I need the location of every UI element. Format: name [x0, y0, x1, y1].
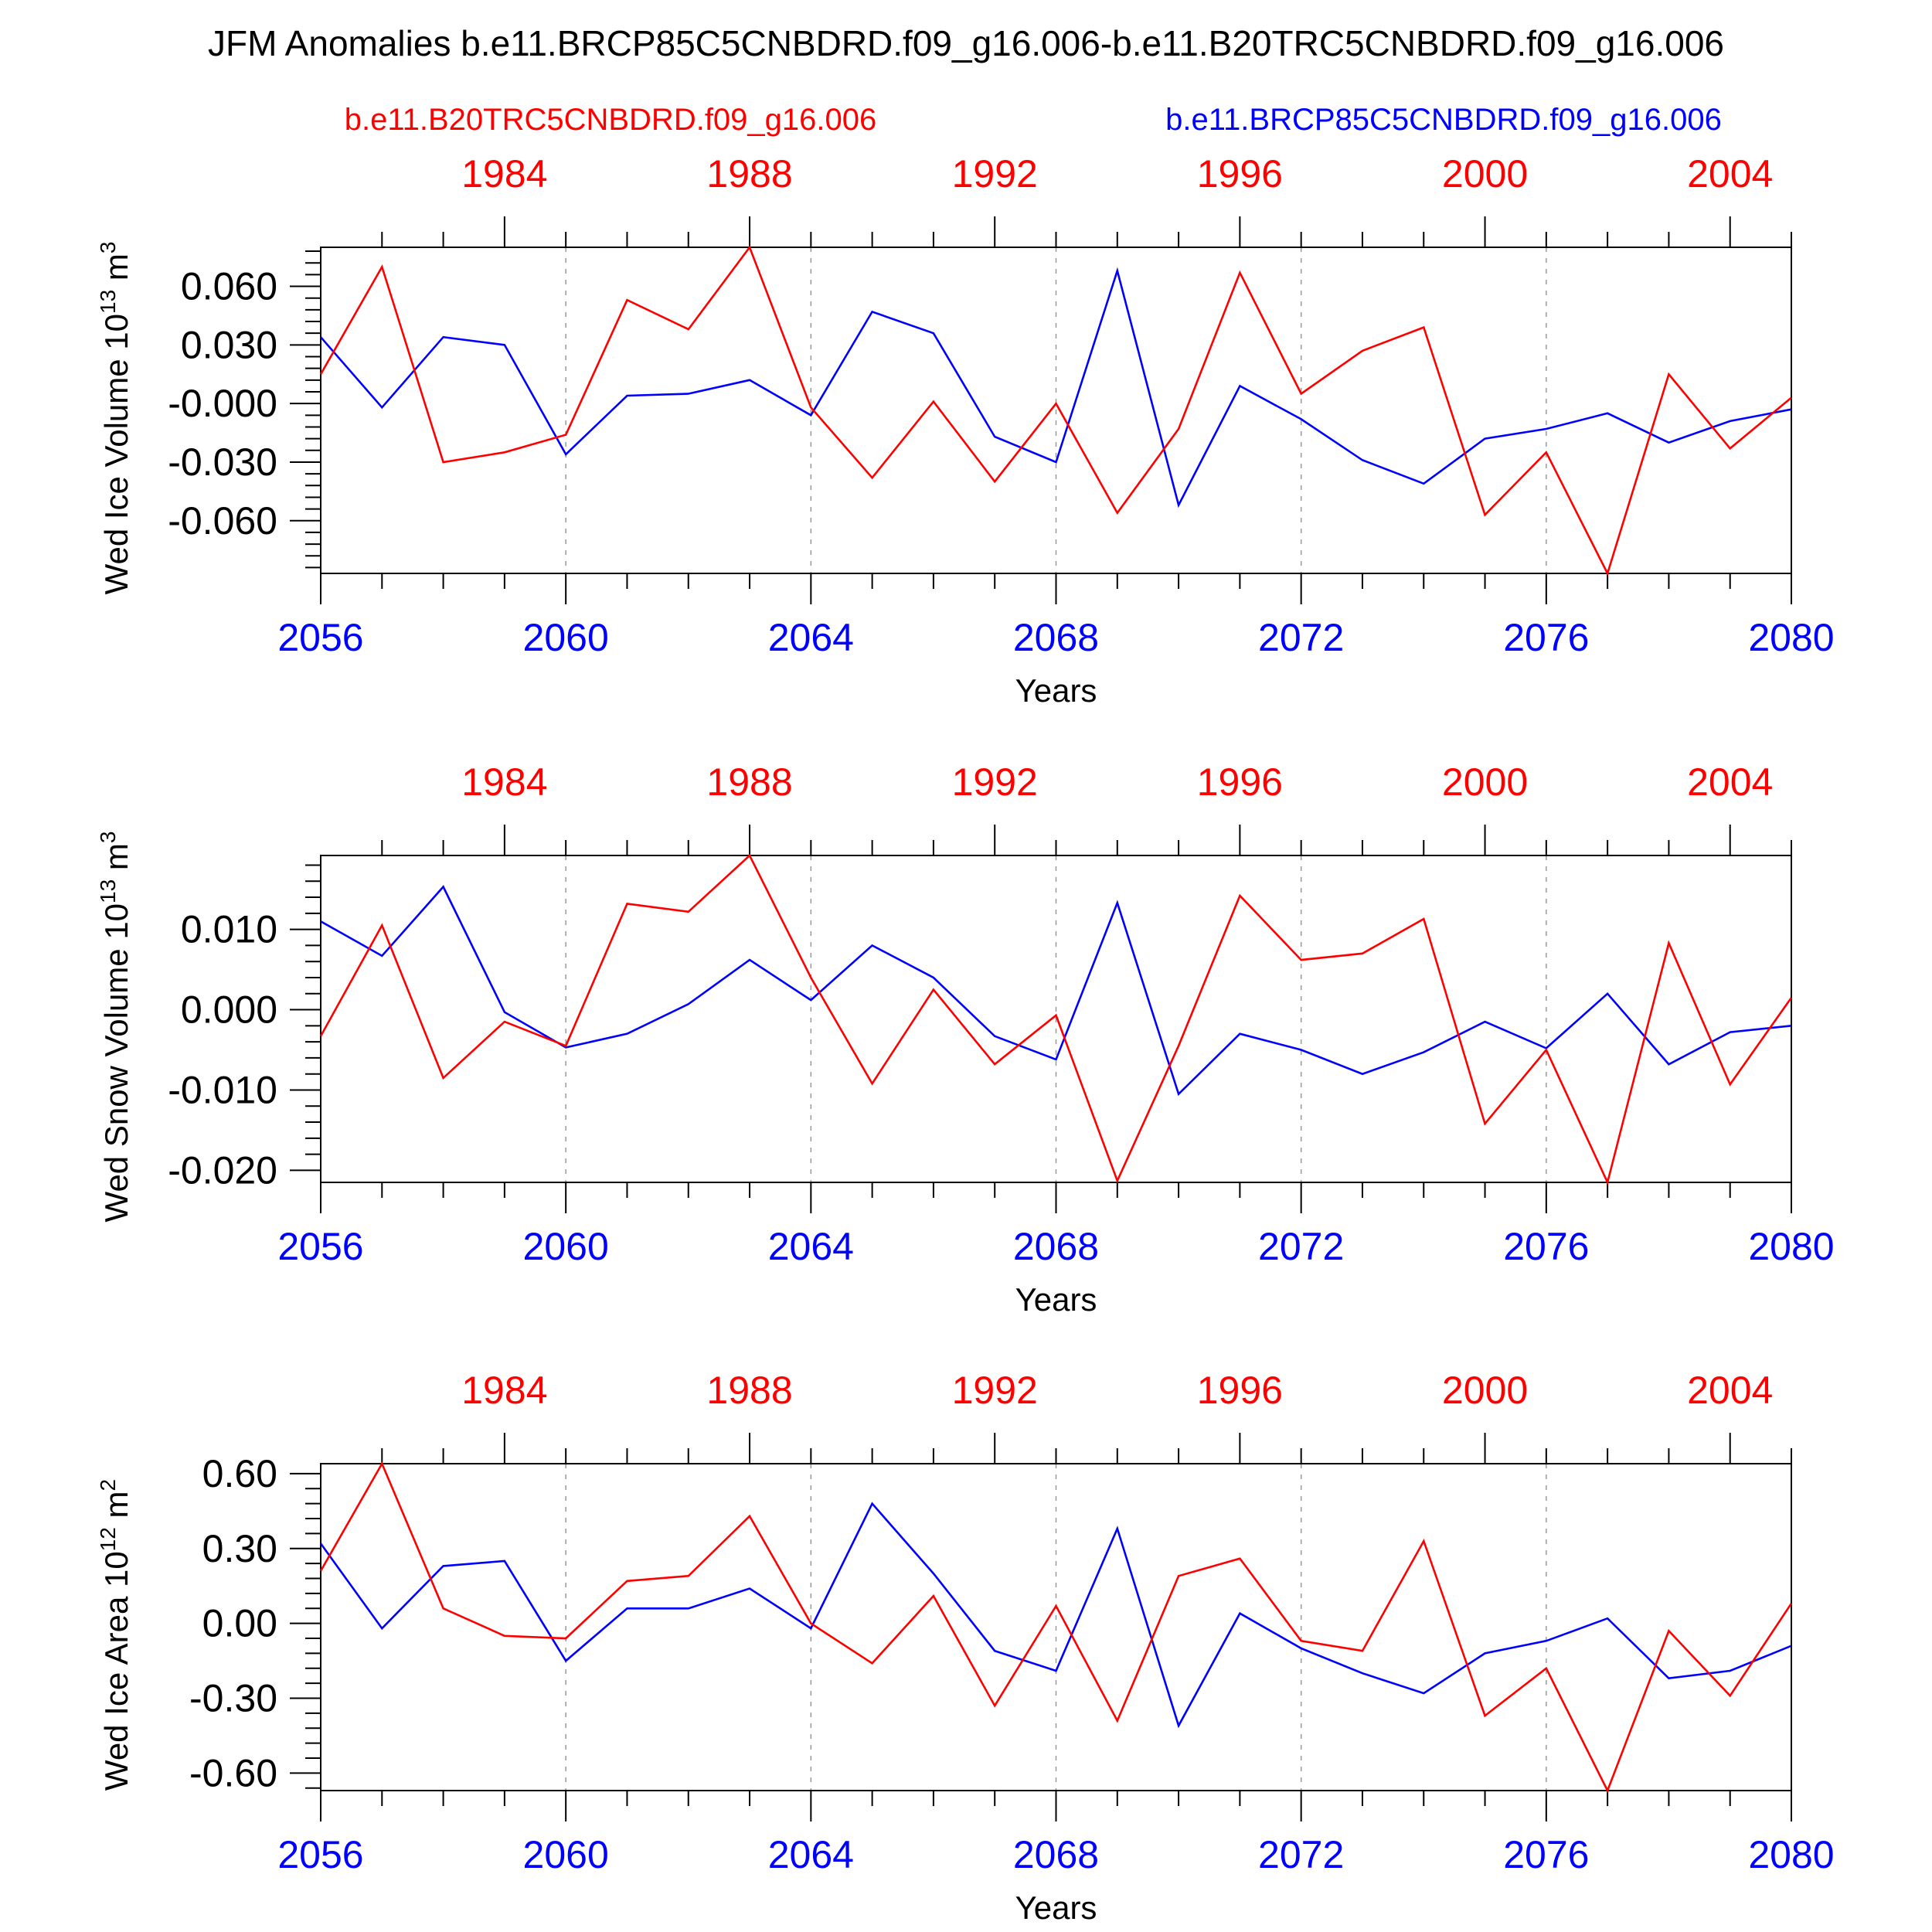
y-axis-title-unit-exponent: 3: [96, 242, 120, 254]
x-top-tick-label: 1984: [461, 1369, 547, 1412]
y-axis-title-exponent: 12: [96, 1527, 120, 1551]
y-tick-label: 0.60: [202, 1452, 277, 1495]
y-tick-label: 0.30: [202, 1527, 277, 1570]
x-bottom-tick-label: 2072: [1258, 1225, 1344, 1268]
legend-red-label: b.e11.B20TRC5CNBDRD.f09_g16.006: [345, 103, 877, 137]
y-axis-title-text: Wed Snow Volume 10: [98, 903, 134, 1222]
x-bottom-tick-label: 2072: [1258, 1833, 1344, 1876]
y-tick-label: 0.010: [181, 908, 277, 951]
y-tick-label: -0.000: [168, 382, 277, 425]
x-bottom-tick-label: 2060: [523, 616, 609, 659]
x-top-tick-label: 1992: [952, 1369, 1038, 1412]
y-tick-label: 0.060: [181, 265, 277, 308]
y-tick-label: -0.60: [189, 1751, 277, 1794]
series-red-line: [319, 853, 1793, 1185]
x-bottom-tick-label: 2064: [768, 616, 854, 659]
figure-title: JFM Anomalies b.e11.BRCP85C5CNBDRD.f09_g…: [208, 23, 1724, 63]
y-tick-label: -0.060: [168, 499, 277, 543]
x-bottom-tick-label: 2064: [768, 1225, 854, 1268]
x-top-tick-label: 1996: [1197, 760, 1283, 804]
y-axis-title-unit: m: [98, 253, 134, 290]
x-bottom-tick-label: 2060: [523, 1833, 609, 1876]
x-top-tick-label: 1988: [706, 760, 792, 804]
x-top-tick-label: 1996: [1197, 152, 1283, 196]
x-top-tick-label: 2004: [1687, 152, 1773, 196]
x-bottom-tick-label: 2056: [277, 616, 363, 659]
legend-blue-label: b.e11.BRCP85C5CNBDRD.f09_g16.006: [1165, 103, 1722, 137]
y-axis-title: Wed Snow Volume 1013 m3: [96, 832, 134, 1223]
chart-panel-3: 2056 2060 2064 2068 2072 2076 2080 1984 1988 1992…: [96, 1369, 1835, 1926]
y-axis-title-exponent: 13: [96, 879, 120, 903]
x-bottom-tick-label: 2072: [1258, 616, 1344, 659]
x-top-tick-label: 1988: [706, 1369, 792, 1412]
x-top-tick-label: 2004: [1687, 1369, 1773, 1412]
panels: 2056 2060 2064 2068 2072 2076 2080 1984 1988 1992…: [96, 152, 1835, 1926]
y-axis-title-unit-exponent: 3: [96, 832, 120, 844]
y-axis-title-exponent: 13: [96, 290, 120, 314]
y-axis-title-unit-exponent: 2: [96, 1479, 120, 1492]
x-axis-title: Years: [1015, 1281, 1097, 1318]
y-tick-label: 0.030: [181, 323, 277, 366]
y-tick-label: -0.30: [189, 1677, 277, 1720]
x-bottom-tick-label: 2076: [1503, 616, 1589, 659]
x-top-tick-label: 1984: [461, 152, 547, 196]
series-blue-line: [319, 1502, 1792, 1729]
x-top-tick-label: 2004: [1687, 760, 1773, 804]
series-blue-line: [320, 267, 1792, 509]
series-blue-line: [320, 885, 1792, 1097]
x-bottom-tick-label: 2080: [1748, 1225, 1834, 1268]
x-bottom-tick-label: 2056: [277, 1225, 363, 1268]
x-top-tick-label: 1984: [461, 760, 547, 804]
x-axis-title: Years: [1015, 1889, 1097, 1926]
y-tick-label: 0.00: [202, 1602, 277, 1645]
x-axis-title: Years: [1015, 672, 1097, 709]
y-axis-title: Wed Ice Area 1012 m2: [96, 1479, 134, 1791]
x-top-tick-label: 2000: [1442, 1369, 1528, 1412]
chart-panel-1: 2056 2060 2064 2068 2072 2076 2080 1984 1988 1992…: [96, 152, 1835, 709]
x-bottom-tick-label: 2068: [1013, 616, 1099, 659]
y-tick-label: -0.010: [168, 1068, 277, 1111]
y-axis-title-text: Wed Ice Area 10: [98, 1551, 134, 1791]
x-top-tick-label: 1996: [1197, 1369, 1283, 1412]
x-top-tick-label: 1992: [952, 152, 1038, 196]
x-bottom-tick-label: 2080: [1748, 616, 1834, 659]
x-bottom-tick-label: 2056: [277, 1833, 363, 1876]
x-bottom-tick-label: 2068: [1013, 1225, 1099, 1268]
y-tick-label: -0.030: [168, 440, 277, 484]
x-top-tick-label: 1992: [952, 760, 1038, 804]
y-axis-title-unit: m: [98, 1492, 134, 1528]
y-tick-label: 0.000: [181, 988, 277, 1032]
y-axis-title: Wed Ice Volume 1013 m3: [96, 242, 134, 595]
x-bottom-tick-label: 2060: [523, 1225, 609, 1268]
x-top-tick-label: 1988: [706, 152, 792, 196]
x-bottom-tick-label: 2076: [1503, 1225, 1589, 1268]
series-red-line: [319, 1461, 1793, 1794]
x-bottom-tick-label: 2064: [768, 1833, 854, 1876]
x-bottom-tick-label: 2068: [1013, 1833, 1099, 1876]
chart-panel-2: 2056 2060 2064 2068 2072 2076 2080 1984 1988 1992…: [96, 760, 1835, 1318]
y-axis-title-text: Wed Ice Volume 10: [98, 314, 134, 594]
x-top-tick-label: 2000: [1442, 152, 1528, 196]
x-bottom-tick-label: 2076: [1503, 1833, 1589, 1876]
x-top-tick-label: 2000: [1442, 760, 1528, 804]
y-axis-title-unit: m: [98, 843, 134, 879]
y-tick-label: -0.020: [168, 1148, 277, 1192]
x-bottom-tick-label: 2080: [1748, 1833, 1834, 1876]
series-red-line: [319, 245, 1792, 577]
